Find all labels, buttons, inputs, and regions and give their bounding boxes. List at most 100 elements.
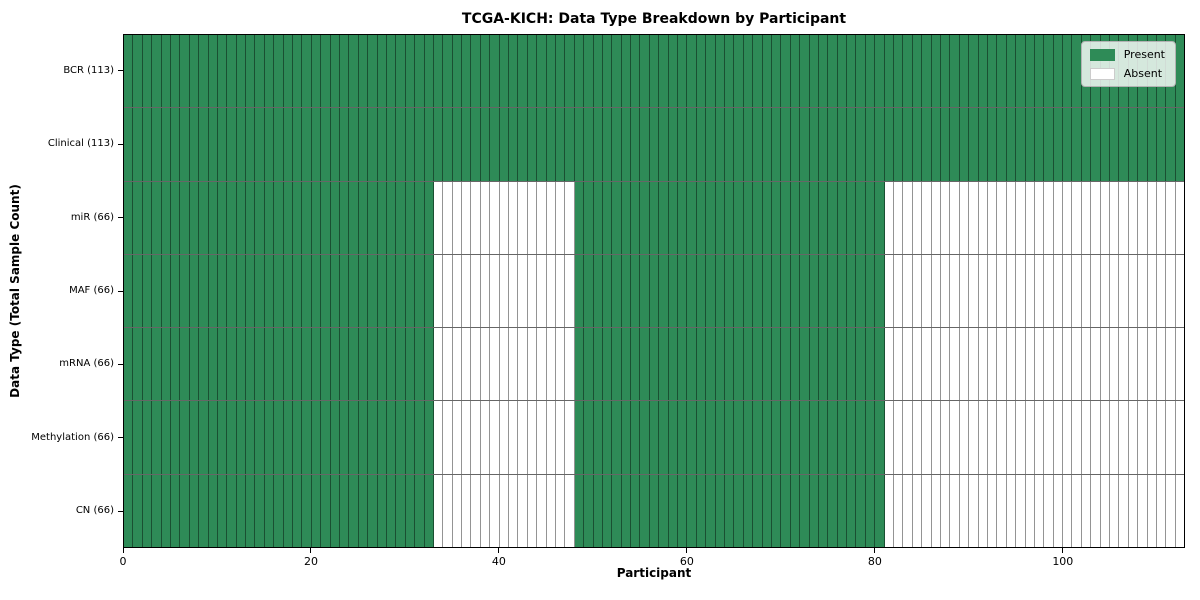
heatmap-cell <box>293 254 303 328</box>
heatmap-cell <box>1044 474 1054 547</box>
heatmap-cell <box>546 474 556 547</box>
heatmap-cell <box>987 181 998 254</box>
heatmap-cell <box>358 474 369 547</box>
heatmap-cell <box>142 474 153 547</box>
heatmap-cell <box>1100 328 1111 401</box>
heatmap-cell <box>649 181 660 254</box>
heatmap-cell <box>1147 474 1157 547</box>
heatmap-cell <box>518 254 528 328</box>
heatmap-cell <box>499 108 510 181</box>
heatmap-cell <box>161 35 171 108</box>
heatmap-cell <box>1006 181 1017 254</box>
heatmap-cell <box>386 181 397 254</box>
heatmap-cell <box>762 108 772 181</box>
heatmap-cell <box>349 328 359 401</box>
heatmap-cell <box>969 474 979 547</box>
heatmap-cell <box>377 328 387 401</box>
y-tick-mark <box>118 363 123 365</box>
heatmap-cell <box>706 328 716 401</box>
heatmap-cell <box>668 108 679 181</box>
heatmap-cell <box>462 254 472 328</box>
heatmap-cell <box>565 401 575 474</box>
heatmap-cell <box>565 328 575 401</box>
heatmap-cell <box>678 401 688 474</box>
heatmap-cell <box>565 181 575 254</box>
heatmap-cell <box>452 108 463 181</box>
heatmap-cell <box>847 108 857 181</box>
heatmap-cell <box>790 181 801 254</box>
heatmap-cell <box>903 108 913 181</box>
heatmap-cell <box>1072 108 1082 181</box>
heatmap-cell <box>424 328 434 401</box>
y-tick-label: miR (66) <box>70 211 114 223</box>
heatmap-cell <box>631 474 641 547</box>
heatmap-cell <box>255 474 265 547</box>
heatmap-cell <box>227 401 237 474</box>
heatmap-cell <box>922 401 932 474</box>
heatmap-cell <box>931 401 941 474</box>
heatmap-cell <box>950 181 960 254</box>
heatmap-cell <box>725 254 735 328</box>
heatmap-cell <box>687 35 697 108</box>
heatmap-cell <box>602 474 613 547</box>
heatmap-cell <box>124 181 134 254</box>
heatmap-cell <box>875 328 885 401</box>
heatmap-cell <box>217 35 228 108</box>
heatmap-cell <box>715 254 725 328</box>
heatmap-cell <box>180 401 190 474</box>
heatmap-cell <box>133 328 143 401</box>
heatmap-cell <box>405 254 416 328</box>
heatmap-cell <box>818 474 829 547</box>
heatmap-cell <box>612 181 622 254</box>
heatmap-cell <box>546 254 556 328</box>
heatmap-cell <box>1147 181 1157 254</box>
heatmap-cell <box>302 35 312 108</box>
heatmap-cell <box>847 254 857 328</box>
heatmap-cell <box>433 401 444 474</box>
heatmap-cell <box>856 401 866 474</box>
heatmap-cell <box>987 328 998 401</box>
heatmap-cell <box>725 474 735 547</box>
heatmap-cell <box>828 328 838 401</box>
heatmap-cell <box>405 474 416 547</box>
heatmap-cell <box>565 35 575 108</box>
heatmap-cell <box>809 35 819 108</box>
heatmap-cell <box>790 108 801 181</box>
heatmap-cell <box>509 181 519 254</box>
y-tick-mark <box>118 510 123 512</box>
heatmap-cell <box>762 328 772 401</box>
heatmap-cell <box>1025 401 1035 474</box>
heatmap-cell <box>856 254 866 328</box>
heatmap-cell <box>142 401 153 474</box>
heatmap-cell <box>443 401 453 474</box>
heatmap-cell <box>1025 254 1035 328</box>
heatmap-cell <box>865 401 876 474</box>
heatmap-cell <box>170 474 181 547</box>
heatmap-cell <box>762 474 772 547</box>
heatmap-cell <box>283 401 294 474</box>
heatmap-cell <box>339 474 350 547</box>
heatmap-cell <box>452 35 463 108</box>
heatmap-cell <box>208 35 218 108</box>
heatmap-cell <box>706 254 716 328</box>
heatmap-cell <box>1156 254 1167 328</box>
heatmap-cell <box>236 401 247 474</box>
heatmap-cell <box>762 181 772 254</box>
heatmap-cell <box>800 328 810 401</box>
y-tick-mark <box>118 290 123 292</box>
heatmap-cell <box>377 254 387 328</box>
heatmap-cell <box>199 474 209 547</box>
heatmap-cell <box>161 181 171 254</box>
heatmap-cell <box>715 328 725 401</box>
heatmap-cell <box>471 108 481 181</box>
heatmap-cell <box>1091 108 1101 181</box>
heatmap-cell <box>255 401 265 474</box>
heatmap-cell <box>217 181 228 254</box>
heatmap-cell <box>189 474 200 547</box>
heatmap-cell <box>1128 474 1139 547</box>
heatmap-cell <box>227 35 237 108</box>
heatmap-cell <box>790 254 801 328</box>
heatmap-cell <box>828 181 838 254</box>
heatmap-cell <box>987 254 998 328</box>
heatmap-cell <box>978 474 988 547</box>
